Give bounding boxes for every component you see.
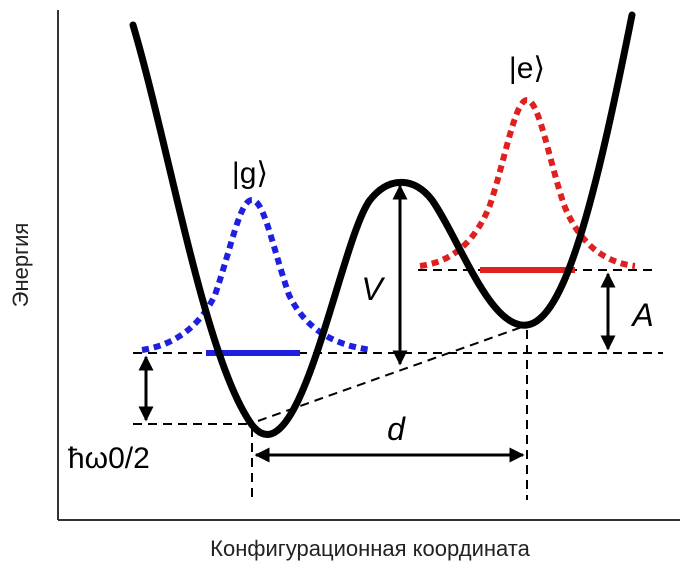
x-axis-title: Конфигурационная координата: [210, 536, 530, 561]
ground-state-label: |g⟩: [232, 157, 268, 190]
minima-connector: [257, 326, 523, 422]
double-well-potential: [129, 11, 636, 438]
excited-state-label: |e⟩: [509, 52, 545, 85]
distance-label: d: [387, 411, 406, 447]
zero-point-label: ħω0/2: [68, 442, 150, 475]
barrier-label: V: [361, 271, 385, 307]
excited-wavefunction: [419, 96, 636, 269]
y-axis-title: Энергия: [8, 223, 33, 308]
asymmetry-label: A: [630, 297, 653, 333]
ground-wavefunction: [141, 196, 373, 353]
